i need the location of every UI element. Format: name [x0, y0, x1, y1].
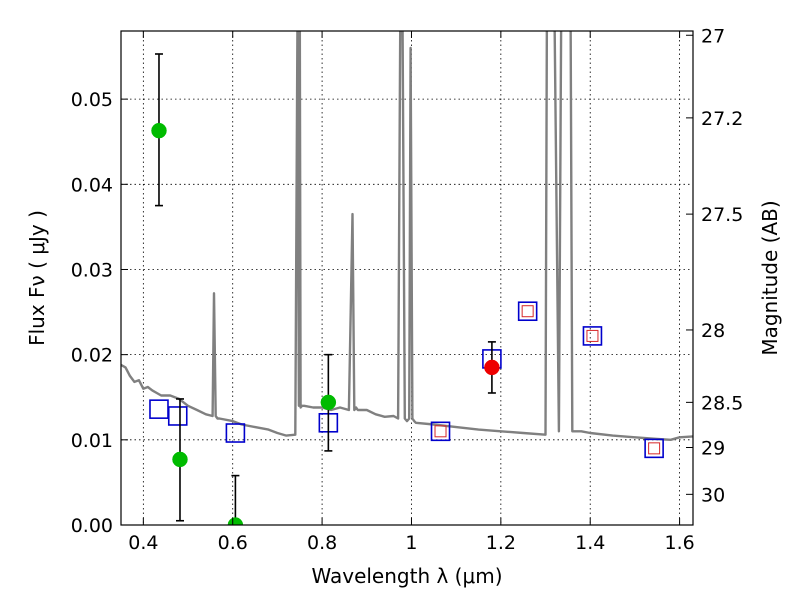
upper-limit-point [648, 442, 661, 455]
spectrum-line [121, 31, 693, 441]
x-axis-label: Wavelength λ (μm) [311, 564, 502, 588]
x-tick-label: 1.4 [575, 532, 605, 554]
model-point [225, 423, 246, 443]
y2-tick-label: 27.2 [701, 108, 743, 130]
gridlines [121, 31, 693, 526]
x-tick-label: 0.6 [218, 532, 248, 554]
x-tick-label: 0.8 [307, 532, 337, 554]
y-tick-label: 0.04 [71, 174, 113, 196]
model-point [582, 326, 603, 346]
y2-axis-label: Magnitude (AB) [758, 200, 782, 355]
model-point [149, 399, 169, 419]
y-axis-label: Flux Fν ( μJy ) [25, 210, 49, 346]
y2-tick-label: 29 [701, 437, 725, 459]
x-tick-label: 1.2 [486, 532, 516, 554]
y2-tick-label: 28 [701, 320, 725, 342]
model-point [517, 301, 538, 322]
model-point [644, 438, 664, 459]
y-tick-label: 0.03 [71, 259, 113, 281]
x-tick-label: 1 [405, 532, 417, 554]
y2-axis: 27 27.2 27.5 28 28.5 29 30 [686, 25, 743, 506]
y2-tick-label: 30 [701, 484, 725, 506]
y-axis: 0.00 0.01 0.02 0.03 0.04 0.05 [71, 89, 128, 537]
model-point [167, 406, 188, 426]
model-point [430, 421, 451, 442]
y2-tick-label: 27.5 [701, 204, 743, 226]
upper-limit-point [521, 305, 534, 318]
x-axis: 0.4 0.6 0.8 1 1.2 1.4 1.6 [128, 31, 695, 554]
y2-tick-label: 27 [701, 25, 725, 47]
observed-point [320, 394, 337, 411]
x-tick-label: 1.6 [664, 532, 694, 554]
plot-area [121, 31, 693, 525]
y-tick-label: 0.01 [71, 430, 113, 452]
y-tick-label: 0.00 [71, 515, 113, 537]
upper-limit-point [434, 425, 447, 438]
upper-limit-point [586, 329, 599, 342]
x-tick-label: 0.4 [128, 532, 158, 554]
axes-frame [120, 30, 694, 526]
observed-point [172, 451, 188, 468]
observed-point [151, 122, 167, 139]
observed-point [227, 517, 244, 525]
y-tick-label: 0.05 [71, 89, 113, 111]
y-tick-label: 0.02 [71, 345, 113, 367]
observed-point [484, 359, 500, 376]
y2-tick-label: 28.5 [701, 392, 743, 414]
